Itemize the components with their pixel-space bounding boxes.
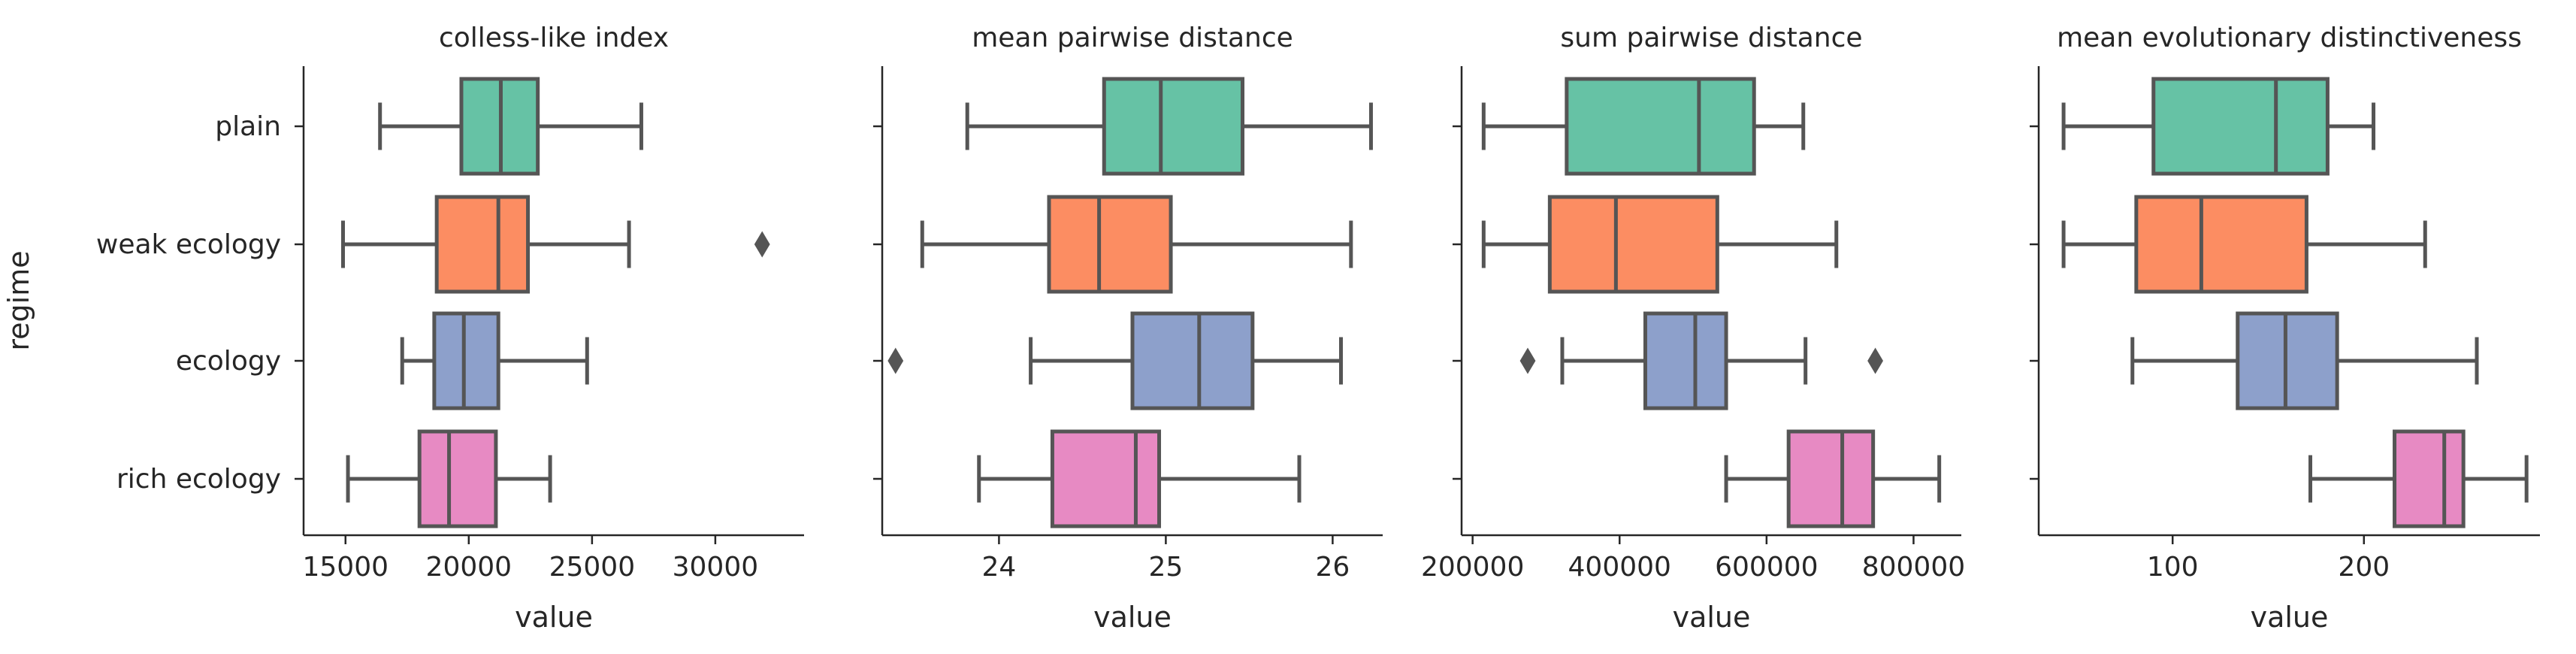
x-axis-label: value [2251,601,2329,634]
box-ecology [432,311,500,410]
x-tick-label: 30000 [673,552,759,583]
x-tick-label: 15000 [303,552,389,583]
x-tick-label: 25000 [549,552,636,583]
outlier-point [887,347,904,374]
y-axis-label: regime [2,250,35,350]
panel-title: sum pairwise distance [1560,23,1862,53]
x-axis-label: value [1673,601,1751,634]
panel-title: colless-like index [439,23,669,53]
y-tick-label: plain [215,111,281,142]
x-tick-label: 26 [1315,552,1350,583]
box-plain [1102,77,1245,176]
box-rich-ecology [2393,429,2466,528]
box-weak-ecology [2134,195,2308,294]
box-plain [2151,77,2330,176]
x-tick-label: 20000 [426,552,512,583]
x-tick-label: 25 [1148,552,1183,583]
x-tick-label: 24 [981,552,1016,583]
x-tick-label: 600000 [1715,552,1818,583]
box-rich-ecology [1050,429,1162,528]
outlier-point [1519,347,1536,374]
y-tick-label: ecology [176,346,281,377]
box-weak-ecology [1047,195,1173,294]
panel-title: mean pairwise distance [972,23,1293,53]
box-ecology [2236,311,2339,410]
box-rich-ecology [1786,429,1876,528]
outlier-point [1867,347,1883,374]
outlier-point [754,231,770,258]
x-tick-label: 200 [2338,552,2390,583]
box-ecology [1130,311,1255,410]
box-weak-ecology [434,195,531,294]
panel-title: mean evolutionary distinctiveness [2057,23,2522,53]
box-ecology [1643,311,1728,410]
box-rich-ecology [417,429,498,528]
x-tick-label: 400000 [1568,552,1671,583]
x-tick-label: 200000 [1421,552,1524,583]
box-weak-ecology [1547,195,1719,294]
x-tick-label: 800000 [1862,552,1965,583]
x-axis-label: value [515,601,593,634]
box-plain [1565,77,1756,176]
x-tick-label: 100 [2147,552,2199,583]
y-tick-label: weak ecology [96,229,281,260]
y-tick-label: rich ecology [116,464,281,495]
x-axis-label: value [1093,601,1172,634]
